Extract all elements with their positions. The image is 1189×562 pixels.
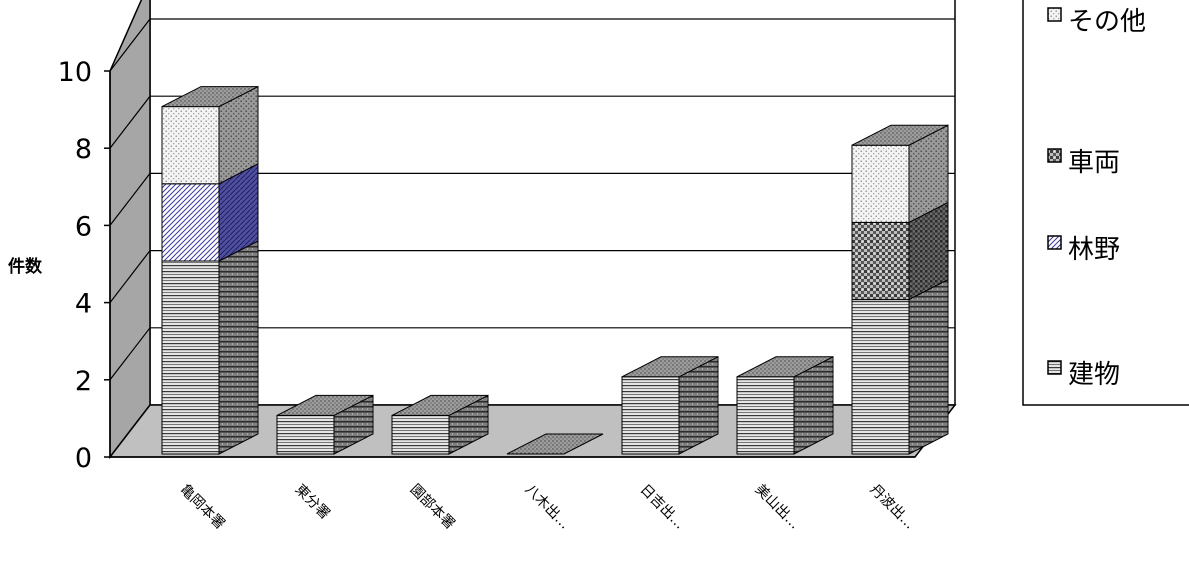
bar-segment-4 — [161, 106, 220, 185]
x-tick-label: 亀岡本署 — [177, 482, 228, 533]
legend-swatch — [1047, 235, 1062, 250]
gridline — [109, 327, 955, 381]
bar-top — [736, 356, 834, 378]
bar-segment-side — [218, 240, 259, 455]
y-tick-label: 10 — [58, 57, 92, 88]
y-tick-label: 4 — [75, 289, 92, 320]
bar-top — [851, 124, 949, 146]
bar-segment-1 — [621, 376, 680, 455]
bar-segment-2 — [161, 183, 220, 262]
gridline — [109, 95, 955, 149]
bar-top — [506, 433, 604, 455]
bar-top — [391, 394, 489, 416]
legend-swatch — [1047, 7, 1062, 22]
bar-segment-3 — [851, 221, 910, 301]
back-wall — [149, 0, 956, 406]
legend-box — [1022, 0, 1189, 406]
y-tick-label: 6 — [75, 211, 92, 242]
bar-segment-1 — [851, 299, 910, 455]
gridline — [109, 250, 955, 303]
gridline — [109, 172, 955, 226]
y-tick-label: 8 — [75, 134, 92, 165]
y-tick-label: 0 — [75, 443, 92, 474]
x-tick-label: 美山出… — [752, 482, 803, 533]
legend-label: 車両 — [1068, 148, 1120, 178]
bar-segment-1 — [276, 414, 335, 455]
x-tick-label: 日吉出… — [637, 482, 688, 533]
bar-top — [161, 86, 259, 108]
x-tick-label: 丹波出… — [867, 482, 918, 533]
legend-swatch — [1047, 148, 1062, 163]
bar-top — [276, 394, 374, 416]
legend-label: その他 — [1068, 7, 1146, 37]
bar-segment-1 — [391, 414, 450, 455]
bar-segment-1 — [736, 376, 795, 455]
bar-top — [621, 356, 719, 378]
y-axis-label: 件数 — [8, 256, 43, 277]
y-tick-label: 2 — [75, 366, 92, 397]
bar-segment-1 — [161, 260, 220, 455]
gridline — [109, 18, 955, 72]
legend-label: 建物 — [1068, 360, 1120, 390]
x-tick-label: 園部本署 — [407, 482, 458, 533]
legend-label: 林野 — [1068, 235, 1120, 265]
bar-segment-side — [908, 278, 949, 455]
x-tick-label: 東分署 — [292, 482, 333, 523]
side-wall — [109, 0, 151, 460]
legend-swatch — [1047, 360, 1062, 375]
bar-segment-4 — [851, 144, 910, 223]
x-tick-label: 八木出… — [522, 482, 573, 533]
